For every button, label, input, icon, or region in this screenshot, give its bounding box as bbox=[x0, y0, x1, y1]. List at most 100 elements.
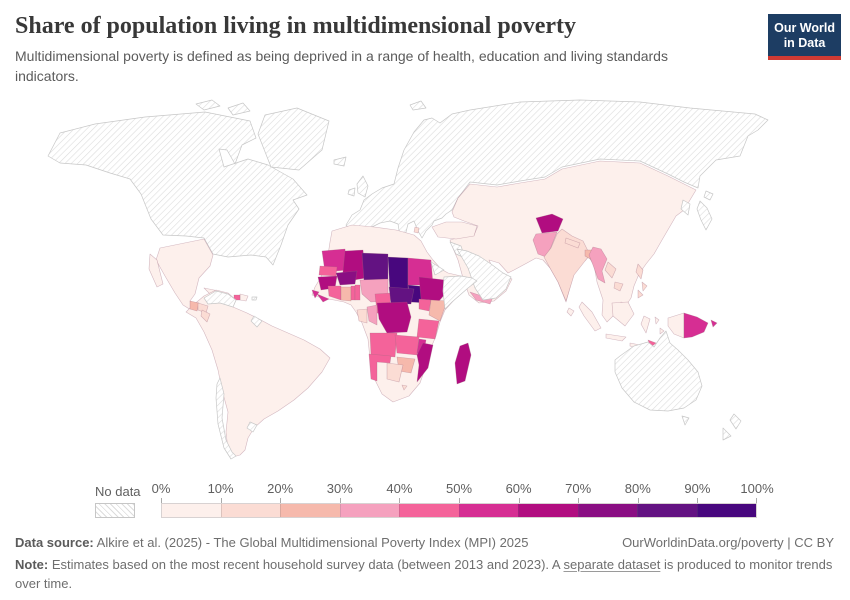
region-arabian-peninsula[interactable] bbox=[456, 248, 512, 301]
country-zambia[interactable] bbox=[394, 334, 420, 356]
owid-url-link[interactable]: OurWorldinData.org/poverty | CC BY bbox=[622, 535, 834, 551]
legend-bin-90-100[interactable] bbox=[696, 504, 756, 518]
legend-bin-0-10[interactable] bbox=[162, 504, 221, 518]
country-senegal[interactable] bbox=[318, 265, 338, 277]
country-philippines[interactable] bbox=[635, 263, 644, 280]
country-kenya[interactable] bbox=[428, 299, 448, 322]
country-sri-lanka[interactable] bbox=[566, 307, 575, 317]
separate-dataset-link[interactable]: separate dataset bbox=[563, 557, 661, 573]
page-title: Share of population living in multidimen… bbox=[15, 13, 576, 39]
country-japan[interactable] bbox=[703, 190, 714, 201]
country-uganda[interactable] bbox=[418, 298, 432, 312]
country-lesotho[interactable] bbox=[401, 384, 408, 391]
country-papua-new-guinea[interactable] bbox=[683, 312, 709, 339]
note-text-post: is produced to monitor trends over time. bbox=[15, 557, 833, 591]
region-arctic-islands[interactable] bbox=[409, 100, 427, 111]
country-tanzania[interactable] bbox=[416, 318, 440, 340]
country-cambodia[interactable] bbox=[613, 281, 624, 292]
country-mexico[interactable] bbox=[148, 253, 164, 288]
country-dominican-republic[interactable] bbox=[239, 293, 249, 302]
country-gabon[interactable] bbox=[356, 308, 368, 324]
country-central-african-republic[interactable] bbox=[388, 286, 415, 305]
region-europe-russia[interactable] bbox=[345, 99, 769, 241]
country-nicaragua[interactable] bbox=[200, 309, 211, 323]
country-ghana[interactable] bbox=[340, 286, 352, 302]
region-indonesia-sumatra[interactable] bbox=[578, 301, 602, 332]
legend-bin-80-90[interactable] bbox=[637, 504, 697, 518]
owid-logo-line2: in Data bbox=[783, 36, 826, 50]
legend-tick bbox=[578, 498, 580, 504]
legend-bin-30-40[interactable] bbox=[339, 504, 399, 518]
legend-bin-20-30[interactable] bbox=[280, 504, 340, 518]
country-philippines[interactable] bbox=[641, 281, 648, 292]
region-north-america[interactable] bbox=[47, 111, 308, 266]
footer-sources-row: Data source: Alkire et al. (2025) - The … bbox=[15, 534, 834, 553]
legend-color-bar bbox=[161, 503, 757, 519]
country-benin[interactable] bbox=[354, 284, 361, 301]
owid-logo[interactable]: Our World in Data bbox=[768, 14, 841, 60]
country-turkey[interactable] bbox=[431, 221, 478, 240]
legend-bin-50-60[interactable] bbox=[458, 504, 518, 518]
country-afghanistan[interactable] bbox=[535, 213, 564, 234]
country-madagascar[interactable] bbox=[454, 342, 472, 385]
region-arctic-islands[interactable] bbox=[195, 99, 221, 111]
country-japan[interactable] bbox=[696, 200, 713, 231]
country-namibia[interactable] bbox=[368, 353, 392, 382]
region-arctic-islands[interactable] bbox=[227, 102, 251, 116]
country-philippines[interactable] bbox=[637, 289, 644, 299]
country-chile[interactable] bbox=[215, 377, 237, 460]
country-papua-new-guinea[interactable] bbox=[710, 319, 718, 328]
territory-french-guiana[interactable] bbox=[250, 315, 263, 328]
country-australia[interactable] bbox=[614, 330, 703, 412]
legend-no-data-label: No data bbox=[95, 484, 141, 500]
country-australia-tasmania[interactable] bbox=[681, 415, 690, 426]
region-moluccas[interactable] bbox=[654, 316, 660, 325]
country-iceland[interactable] bbox=[333, 156, 347, 167]
region-moluccas[interactable] bbox=[659, 327, 665, 335]
country-dr-congo[interactable] bbox=[376, 301, 412, 334]
country-indonesia-west-new-guinea[interactable] bbox=[667, 312, 685, 339]
country-togo[interactable] bbox=[350, 285, 356, 301]
country-burkina-faso[interactable] bbox=[335, 270, 358, 286]
legend-bin-10-20[interactable] bbox=[220, 504, 280, 518]
country-chad[interactable] bbox=[387, 256, 409, 293]
legend-tick bbox=[518, 498, 520, 504]
legend-tick-label: 20% bbox=[267, 481, 294, 497]
country-ireland[interactable] bbox=[347, 187, 356, 197]
legend-no-data-swatch[interactable] bbox=[95, 503, 135, 519]
country-greenland[interactable] bbox=[257, 107, 330, 171]
territory-puerto-rico[interactable] bbox=[251, 296, 258, 301]
footer-note: Note: Estimates based on the most recent… bbox=[15, 556, 834, 594]
legend-bin-40-50[interactable] bbox=[399, 504, 459, 518]
country-venezuela[interactable] bbox=[203, 290, 237, 308]
country-albania[interactable] bbox=[413, 226, 420, 234]
region-korean-peninsula[interactable] bbox=[680, 199, 691, 216]
country-angola[interactable] bbox=[369, 332, 398, 358]
country-eritrea[interactable] bbox=[430, 261, 445, 276]
region-sulawesi[interactable] bbox=[640, 315, 651, 334]
country-somalia[interactable] bbox=[442, 275, 478, 310]
region-borneo[interactable] bbox=[611, 301, 635, 327]
country-botswana[interactable] bbox=[386, 362, 404, 383]
legend-tick-label: 0% bbox=[151, 481, 171, 497]
country-congo[interactable] bbox=[366, 304, 378, 326]
legend-tick-label: 30% bbox=[326, 481, 353, 497]
country-new-zealand[interactable] bbox=[722, 427, 732, 441]
legend-bin-60-70[interactable] bbox=[518, 504, 578, 518]
country-guatemala[interactable] bbox=[189, 300, 200, 312]
legend-no-data[interactable]: No data bbox=[95, 484, 141, 519]
country-myanmar[interactable] bbox=[588, 246, 608, 284]
country-nepal[interactable] bbox=[564, 237, 581, 249]
country-laos[interactable] bbox=[604, 261, 617, 279]
country-mozambique[interactable] bbox=[416, 342, 434, 383]
country-uruguay[interactable] bbox=[246, 421, 258, 433]
legend-tick bbox=[459, 498, 460, 504]
country-niger[interactable] bbox=[361, 252, 389, 282]
country-new-zealand[interactable] bbox=[729, 413, 742, 430]
region-south-america[interactable] bbox=[185, 289, 331, 458]
country-liberia[interactable] bbox=[316, 293, 330, 303]
country-united-kingdom[interactable] bbox=[356, 175, 369, 198]
country-sierra-leone[interactable] bbox=[311, 289, 320, 299]
legend-bin-70-80[interactable] bbox=[577, 504, 637, 518]
region-indonesia-java[interactable] bbox=[605, 333, 627, 342]
